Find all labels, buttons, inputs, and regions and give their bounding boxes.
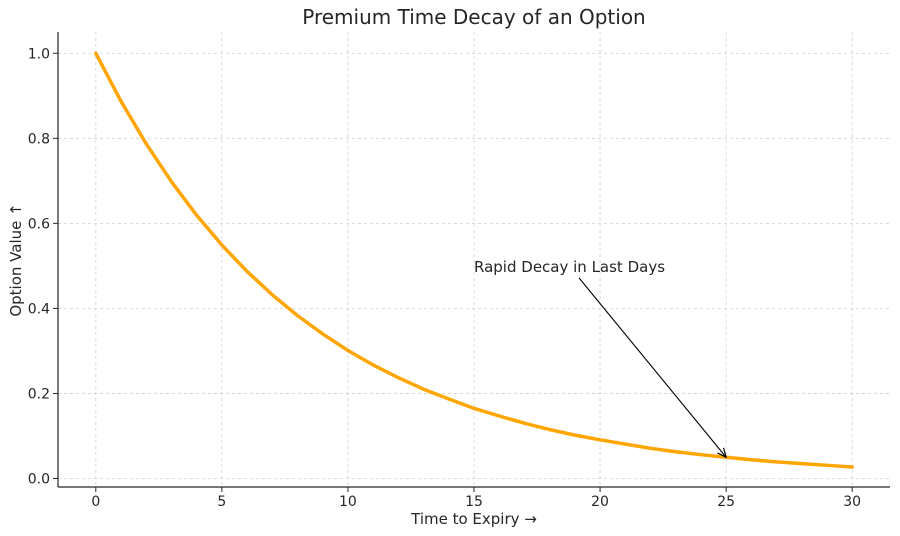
annotation-text: Rapid Decay in Last Days <box>474 258 665 276</box>
x-tick-label: 30 <box>843 494 861 510</box>
x-tick-label: 10 <box>339 494 357 510</box>
chart-title: Premium Time Decay of an Option <box>302 5 645 29</box>
x-tick-label: 0 <box>91 494 100 510</box>
annotation-arrow <box>578 277 726 457</box>
x-tick-label: 15 <box>465 494 483 510</box>
grid <box>58 32 890 487</box>
y-tick-label: 0.4 <box>28 301 50 317</box>
x-tick-label: 20 <box>591 494 609 510</box>
y-tick-label: 1.0 <box>28 46 50 62</box>
y-tick-label: 0.6 <box>28 216 50 232</box>
y-tick-label: 0.0 <box>28 471 50 487</box>
y-tick-label: 0.2 <box>28 386 50 402</box>
x-tick-label: 5 <box>217 494 226 510</box>
annotation-layer: Rapid Decay in Last Days <box>474 258 726 457</box>
x-tick-label: 25 <box>717 494 735 510</box>
axes: 0 5 10 15 20 25 30 0.0 0.2 0.4 0.6 0.8 1.0 <box>28 32 890 510</box>
x-axis-label: Time to Expiry → <box>410 510 537 528</box>
y-axis-label: Option Value ↑ <box>7 203 25 316</box>
y-tick-label: 0.8 <box>28 131 50 147</box>
